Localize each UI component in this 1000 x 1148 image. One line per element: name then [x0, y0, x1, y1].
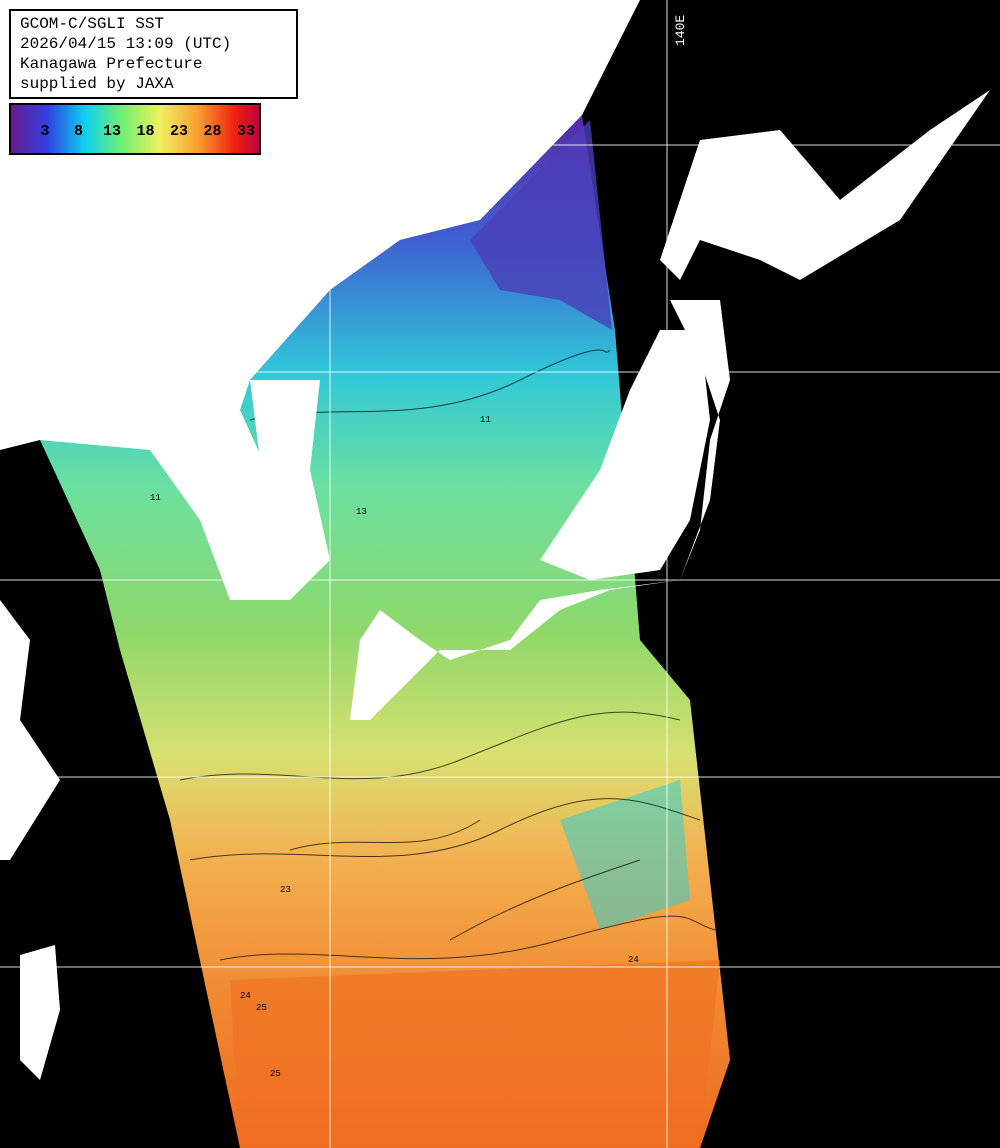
- cyan-patch: [560, 780, 690, 930]
- colorbar-tick-label: 28: [203, 123, 221, 140]
- contour-label: 24: [628, 955, 639, 965]
- isotherm: [179, 711, 681, 781]
- header-line: GCOM-C/SGLI SST: [20, 15, 164, 33]
- land-island: [400, 128, 428, 168]
- isotherm: [289, 819, 641, 941]
- colorbar-tick-label: 23: [170, 123, 188, 140]
- contour-label: 24: [240, 991, 251, 1001]
- header-line: Kanagawa Prefecture: [20, 55, 202, 73]
- header-line: supplied by JAXA: [20, 75, 174, 93]
- contour-label: 25: [256, 1003, 267, 1013]
- contour-label: 25: [270, 1069, 281, 1079]
- warm-patch: [230, 960, 720, 1148]
- colorbar-tick-label: 18: [136, 123, 154, 140]
- colorbar: [9, 103, 261, 155]
- colorbar-tick-label: 33: [237, 123, 255, 140]
- land-hokkaido: [660, 90, 990, 280]
- contour-label: 23: [280, 885, 291, 895]
- contour-label: 11: [150, 493, 161, 503]
- contour-label: 11: [480, 415, 491, 425]
- cold-patch: [470, 120, 612, 330]
- isotherm: [219, 915, 716, 961]
- isotherm: [189, 798, 701, 861]
- longitude-label: 140E: [673, 15, 688, 46]
- isotherm: [249, 349, 611, 421]
- contour-label: 13: [356, 507, 367, 517]
- land-taiwan: [20, 945, 60, 1080]
- colorbar-tick-label: 8: [74, 123, 83, 140]
- latitude-label: 30N: [12, 761, 35, 776]
- header-box: [9, 9, 298, 99]
- colorbar-ticks: 3 8 13 18 23 28 33: [40, 123, 255, 140]
- land-korea: [220, 380, 330, 600]
- header-line: 2026/04/15 13:09 (UTC): [20, 35, 231, 53]
- colorbar-tick-label: 3: [40, 123, 49, 140]
- latitude-label: 40N: [12, 356, 35, 371]
- land-china-coast: [0, 600, 60, 860]
- colorbar-tick-label: 13: [103, 123, 121, 140]
